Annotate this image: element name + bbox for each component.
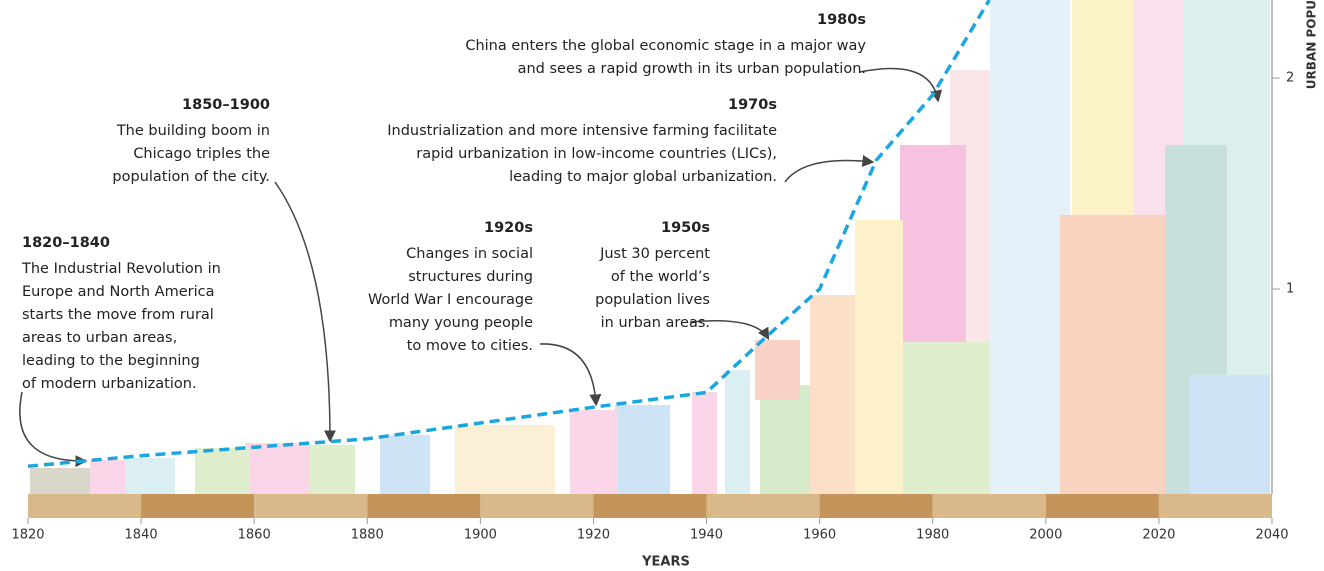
x-tick-label: 2020 (1142, 528, 1175, 543)
x-tick-label: 1880 (351, 528, 384, 543)
annotation-text: areas to urban areas, (22, 330, 177, 346)
x-tick-label: 2000 (1029, 528, 1062, 543)
annotation-text: Europe and North America (22, 284, 214, 300)
annotation-text: The Industrial Revolution in (21, 261, 221, 277)
x-tick-label: 2040 (1255, 528, 1288, 543)
arrow (274, 181, 336, 443)
annotation-title: 1850–1900 (182, 97, 270, 113)
annotation-text: World War I encourage (368, 292, 533, 308)
annotation-text: many young people (389, 315, 533, 331)
annotation-text: population of the city. (112, 169, 270, 185)
annotation-text: leading to major global urbanization. (509, 169, 777, 185)
annotation-text: Changes in social (406, 246, 533, 262)
y-tick-label: 2 (1286, 71, 1294, 86)
arrow (19, 391, 88, 468)
x-axis-label: YEARS (641, 555, 690, 570)
arrow (539, 343, 602, 407)
x-tick-label: 1860 (238, 528, 271, 543)
buildings (30, 0, 1270, 494)
annotation-text: The building boom in (116, 123, 270, 139)
arrows (19, 67, 943, 468)
ground-segment (141, 494, 255, 518)
annotation-text: starts the move from rural (22, 307, 214, 323)
annotation-title: 1980s (817, 12, 866, 28)
x-tick-label: 1980 (916, 528, 949, 543)
annotation-title: 1970s (728, 97, 777, 113)
y-axis-label: URBAN POPU (1305, 0, 1319, 89)
annotation-text: Just 30 percent (599, 246, 710, 262)
annotation-text: of modern urbanization. (22, 376, 197, 392)
ground-segment (480, 494, 594, 518)
x-tick-label: 1940 (690, 528, 723, 543)
y-tick-label: 1 (1286, 282, 1294, 297)
ground-segment (1158, 494, 1272, 518)
annotation-text: Chicago triples the (133, 146, 270, 162)
ground-segment (593, 494, 707, 518)
x-tick-label: 1920 (577, 528, 610, 543)
annotation-text: and sees a rapid growth in its urban pop… (518, 61, 866, 77)
x-tick-label: 1960 (803, 528, 836, 543)
arrow (689, 319, 770, 341)
x-tick-label: 1820 (11, 528, 44, 543)
annotation-title: 1820–1840 (22, 235, 110, 251)
x-tick-label: 1900 (464, 528, 497, 543)
annotation-text: Industrialization and more intensive far… (387, 123, 777, 139)
annotation-text: rapid urbanization in low-income countri… (416, 146, 777, 162)
annotation-text: population lives (595, 292, 710, 308)
ground-segment (367, 494, 481, 518)
ground-segment (706, 494, 820, 518)
ground-segment (932, 494, 1046, 518)
annotation-text: structures during (408, 269, 533, 285)
arrow (859, 67, 943, 103)
annotation-text: to move to cities. (407, 338, 533, 354)
ground-segment (254, 494, 368, 518)
ground-segment (819, 494, 933, 518)
annotation-title: 1950s (661, 220, 710, 236)
ground-segment (28, 494, 142, 518)
annotation-text: of the world’s (611, 269, 710, 285)
annotation-text: leading to the beginning (22, 353, 200, 369)
annotation-text: China enters the global economic stage i… (465, 38, 866, 54)
x-tick-label: 1840 (125, 528, 158, 543)
annotation-text: in urban areas. (601, 315, 710, 331)
annotation-title: 1920s (484, 220, 533, 236)
arrow (784, 155, 875, 183)
ground-band (28, 494, 1272, 518)
ground-segment (1045, 494, 1159, 518)
